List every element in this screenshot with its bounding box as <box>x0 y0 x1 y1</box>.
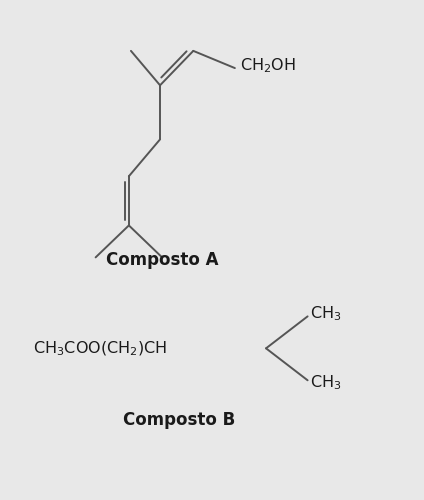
Text: CH$_3$COO(CH$_2$)CH: CH$_3$COO(CH$_2$)CH <box>33 339 167 357</box>
Text: Composto B: Composto B <box>123 410 235 428</box>
Text: Composto A: Composto A <box>106 251 218 269</box>
Text: CH$_2$OH: CH$_2$OH <box>240 56 296 75</box>
Text: CH$_3$: CH$_3$ <box>310 304 341 324</box>
Text: CH$_3$: CH$_3$ <box>310 374 341 392</box>
